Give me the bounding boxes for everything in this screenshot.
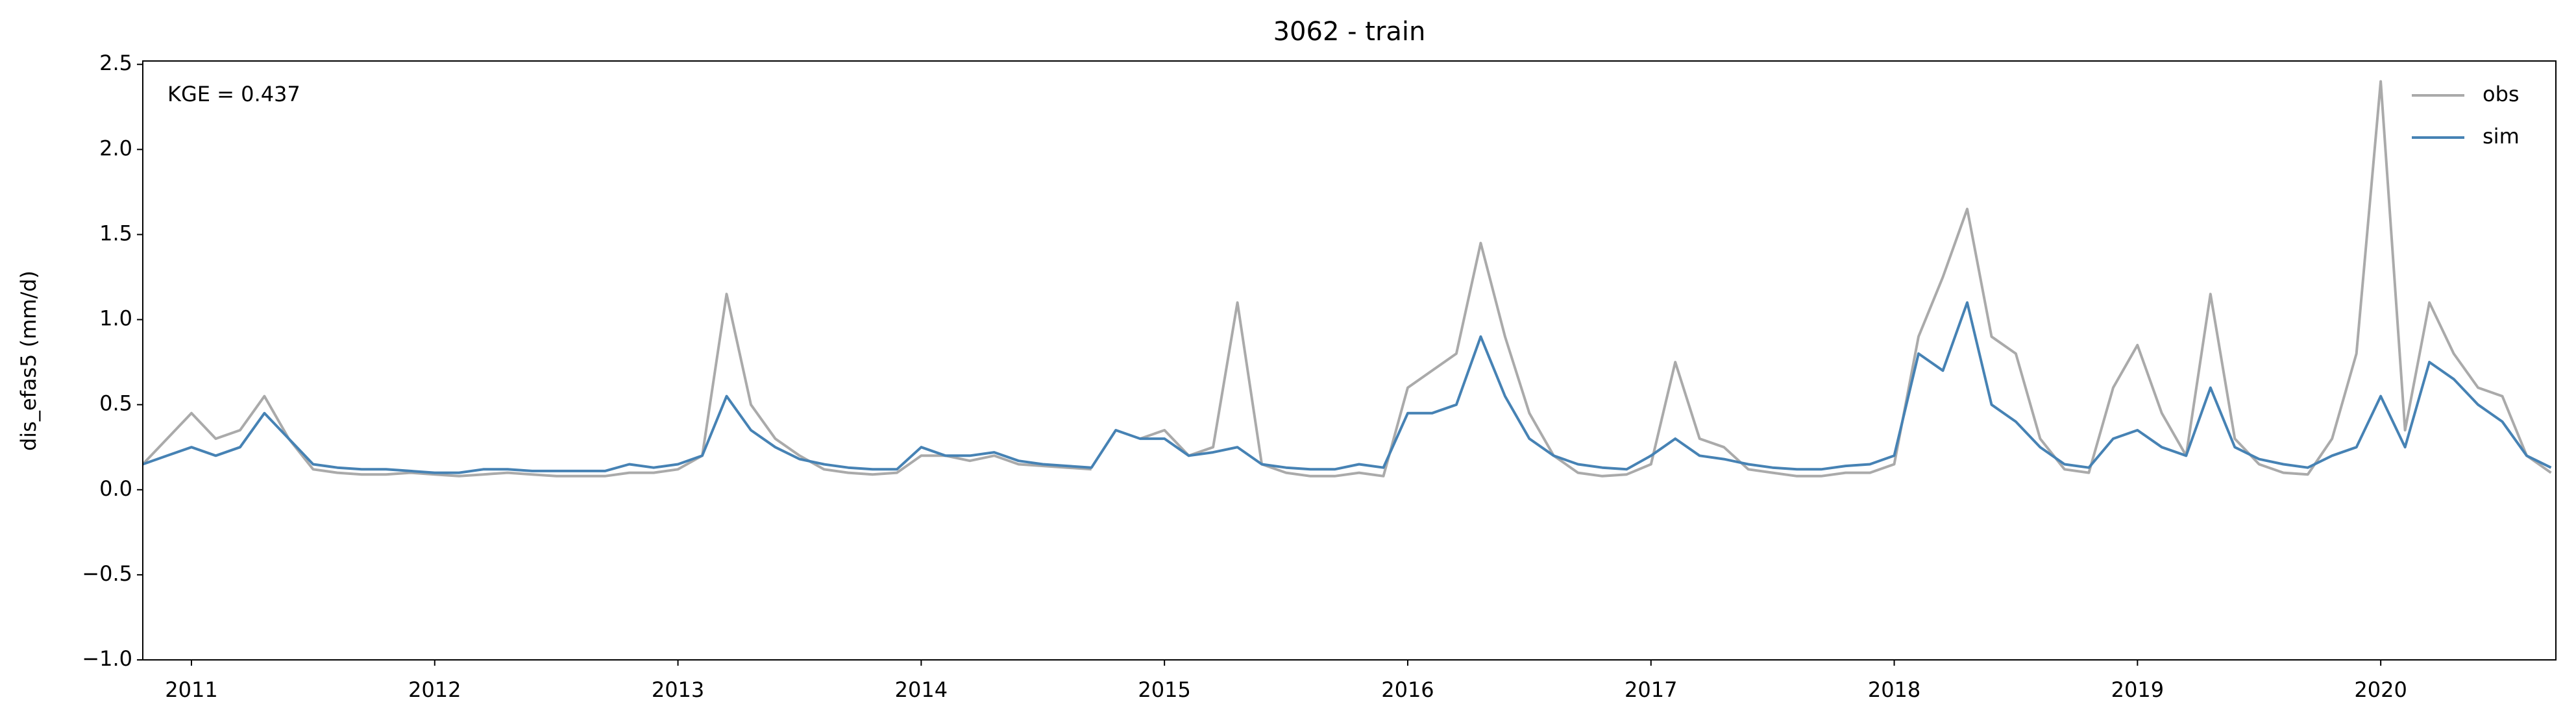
x-tick-label: 2015	[1138, 677, 1190, 702]
y-tick-label: −1.0	[82, 646, 132, 671]
y-tick-label: 1.0	[99, 306, 132, 331]
y-tick-label: 1.5	[99, 221, 132, 245]
y-tick-label: 2.5	[99, 51, 132, 75]
x-tick-label: 2016	[1381, 677, 1434, 702]
x-tick-label: 2019	[2111, 677, 2164, 702]
legend-label: obs	[2483, 82, 2520, 106]
line-sim	[142, 301, 2552, 474]
y-tick-label: 0.0	[99, 476, 132, 501]
x-tick-label: 2017	[1625, 677, 1677, 702]
x-tick-label: 2011	[165, 677, 217, 702]
line-obs	[1140, 80, 2552, 478]
annotation: KGE = 0.437	[167, 82, 301, 106]
chart-title: 3062 - train	[1273, 17, 1426, 47]
line-obs	[141, 293, 1092, 478]
x-tick-label: 2014	[895, 677, 948, 702]
y-tick-label: −0.5	[82, 561, 132, 586]
y-tick-label: 2.0	[99, 136, 132, 160]
x-tick-label: 2018	[1868, 677, 1920, 702]
plot-frame	[142, 60, 2557, 661]
x-tick-label: 2020	[2354, 677, 2407, 702]
legend-label: sim	[2483, 124, 2520, 149]
y-tick-label: 0.5	[99, 391, 132, 416]
y-axis-label: dis_efas5 (mm/d)	[16, 271, 41, 451]
x-tick-label: 2013	[652, 677, 704, 702]
x-tick-label: 2012	[408, 677, 461, 702]
